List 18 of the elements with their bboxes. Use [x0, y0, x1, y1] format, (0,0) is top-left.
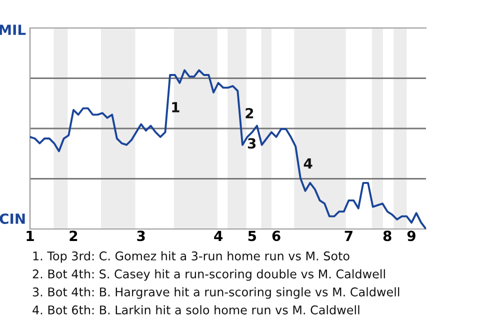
annotation: 4 — [304, 158, 312, 169]
x-tick-label: 8 — [383, 230, 392, 242]
x-tick-label: 1 — [26, 230, 34, 241]
x-tick-label: 4 — [214, 230, 223, 241]
annotation: 3 — [248, 138, 256, 149]
x-tick-label: 5 — [248, 230, 256, 242]
text: 4. Bot 6th: B. Larkin hit a solo home run vs M. Caldwell — [32, 305, 360, 314]
text: 3. Bot 4th: B. Hargrave hit a run-scoring single vs M. Caldwell — [32, 287, 400, 299]
text: CIN — [0, 213, 25, 224]
text: 1. Top 3rd: C. Gomez hit a 3-run home run vs M. Soto — [33, 251, 350, 263]
annotation: 1 — [172, 102, 180, 112]
x-tick-label: 2 — [70, 230, 78, 241]
text: 2. Bot 4th: S. Casey hit a run-scoring double vs M. Caldwell — [32, 269, 385, 281]
x-tick-label: 6 — [272, 230, 280, 242]
x-tick-label: 3 — [137, 230, 145, 242]
x-tick-label: 9 — [407, 230, 416, 242]
annotation: 2 — [246, 108, 254, 118]
x-tick-label: 7 — [344, 230, 352, 241]
